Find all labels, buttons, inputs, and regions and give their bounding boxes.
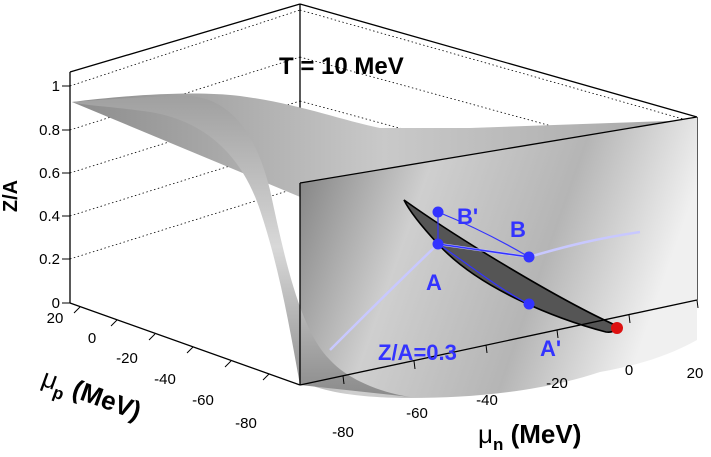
- z-tick-label: 1: [52, 78, 60, 95]
- point-b-prime-marker: [432, 206, 444, 218]
- chart-title: T = 10 MeV: [279, 53, 404, 80]
- x-tick-label: -20: [546, 375, 568, 392]
- point-label-a: A: [426, 270, 442, 295]
- x-tick-label: -40: [476, 392, 498, 409]
- x-tick-label: -80: [332, 424, 354, 441]
- y-tick-label: 20: [47, 310, 64, 327]
- y-tick-label: -60: [192, 392, 214, 409]
- coexistence-region: [329, 199, 641, 351]
- tie-line-a-b: [437, 243, 530, 258]
- z-tick-label: 0.6: [39, 165, 60, 182]
- z-tick-label: 0: [52, 295, 60, 312]
- x-tick-label: -60: [406, 405, 428, 422]
- y-tick-label: 0: [88, 330, 96, 347]
- x-axis-label-symbol: μ: [478, 419, 493, 449]
- y-tick-label: -40: [154, 371, 176, 388]
- surface-slope: [72, 96, 420, 398]
- z-tick-label: 0.2: [39, 251, 60, 268]
- y-tick-label: -20: [116, 350, 138, 367]
- point-label-b: B: [510, 217, 526, 242]
- front-axes: [69, 116, 698, 386]
- critical-point-marker: [611, 322, 623, 334]
- y-axis-label: μp (MeV): [36, 362, 145, 430]
- point-b-marker: [523, 251, 535, 263]
- y-axis-label-unit: (MeV): [62, 371, 146, 426]
- y-tick-label: -80: [235, 415, 257, 432]
- z-axis-label: Z/A: [0, 180, 22, 212]
- x-tick-label: 0: [625, 362, 633, 379]
- z-tick-label: 0.8: [39, 122, 60, 139]
- x-tick-label: 20: [687, 365, 704, 382]
- curve-label-za: Z/A=0.3: [378, 340, 457, 365]
- point-a-prime-marker: [523, 298, 535, 310]
- tie-line-bprime-b: [437, 211, 530, 258]
- x-axis: -80 -60 -40 -20 0 20 μn (MeV): [332, 299, 704, 454]
- point-label-b-prime: B': [457, 204, 478, 229]
- z-axis: 0 0.2 0.4 0.6 0.8 1 Z/A: [0, 78, 70, 312]
- tie-line-aprime: [437, 243, 530, 305]
- z-tick-label: 0.4: [39, 208, 60, 225]
- x-axis-label-unit: (MeV): [503, 419, 581, 449]
- x-axis-label: μn (MeV): [478, 419, 581, 454]
- point-label-a-prime: A': [540, 336, 561, 361]
- point-a-marker: [432, 238, 444, 250]
- y-axis: 20 0 -20 -40 -60 -80 μp (MeV): [36, 306, 270, 432]
- x-axis-label-subscript: n: [493, 435, 503, 454]
